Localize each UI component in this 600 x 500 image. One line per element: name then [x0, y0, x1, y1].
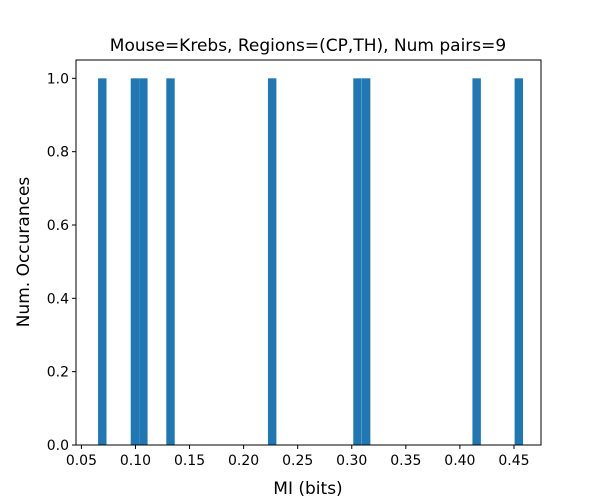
y-tick-label: 0.4: [47, 291, 69, 307]
histogram-bar-6: [353, 78, 362, 445]
y-tick-label: 0.0: [47, 438, 69, 454]
x-tick-label: 0.20: [228, 453, 259, 469]
histogram-bar-3: [139, 78, 148, 445]
histogram-bar-4: [166, 78, 175, 445]
x-tick-label: 0.40: [444, 453, 475, 469]
x-tick-label: 0.30: [336, 453, 367, 469]
y-tick-label: 1.0: [47, 71, 69, 87]
x-axis-label: MI (bits): [273, 479, 342, 499]
y-tick-label: 0.6: [47, 218, 69, 234]
x-tick-label: 0.15: [174, 453, 205, 469]
x-tick-label: 0.45: [498, 453, 529, 469]
x-axis-ticks: 0.05 0.10 0.15 0.20 0.25 0.30 0.35 0.40 0.45: [66, 445, 530, 469]
y-axis-label: Num. Occurances: [14, 177, 34, 328]
x-tick-label: 0.05: [66, 453, 97, 469]
x-tick-label: 0.25: [282, 453, 313, 469]
x-tick-label: 0.35: [390, 453, 421, 469]
histogram-bar-5: [267, 78, 277, 445]
y-axis-ticks: 0.0 0.2 0.4 0.6 0.8 1.0: [47, 71, 76, 454]
chart-title: Mouse=Krebs, Regions=(CP,TH), Num pairs=…: [110, 36, 506, 56]
bars-group: [98, 78, 524, 445]
histogram-bar-8: [472, 78, 481, 445]
histogram-bar-7: [361, 78, 371, 445]
histogram-bar-9: [514, 78, 524, 445]
y-tick-label: 0.8: [47, 145, 69, 161]
plot-area-frame: [75, 59, 542, 446]
x-tick-label: 0.10: [120, 453, 151, 469]
y-tick-label: 0.2: [47, 365, 69, 381]
histogram-bar-1: [98, 78, 107, 445]
histogram-bar-2: [130, 78, 140, 445]
